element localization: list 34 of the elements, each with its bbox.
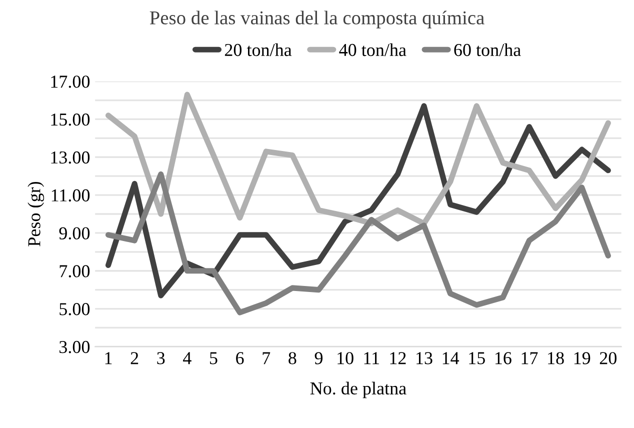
x-tick-label: 1 — [105, 352, 112, 364]
y-tick-label: 13.00 — [51, 151, 90, 164]
chart-title: Peso de las vainas del la composta química — [150, 10, 484, 28]
x-axis-title: No. de platna — [310, 382, 406, 398]
x-tick-label: 4 — [183, 352, 192, 364]
y-tick-label: 15.00 — [51, 113, 90, 126]
legend-label: 20 ton/ha — [224, 43, 292, 56]
x-tick-label: 18 — [548, 352, 564, 364]
y-axis-title: Peso (gr) — [28, 182, 44, 246]
y-tick-label: 7.00 — [60, 265, 90, 278]
x-tick-label: 9 — [314, 352, 323, 364]
x-tick-label: 12 — [390, 352, 406, 364]
x-tick-label: 2 — [130, 352, 138, 364]
x-tick-label: 11 — [364, 352, 379, 364]
x-tick-label: 15 — [469, 352, 485, 364]
x-tick-label: 3 — [157, 352, 165, 364]
y-tick-label: 3.00 — [60, 340, 90, 354]
x-tick-label: 19 — [574, 352, 590, 364]
y-tick-label: 11.00 — [52, 189, 90, 202]
x-tick-label: 13 — [416, 352, 432, 364]
x-tick-label: 16 — [495, 352, 512, 364]
x-tick-label: 8 — [288, 352, 296, 364]
y-tick-label: 17.00 — [51, 76, 90, 88]
x-tick-label: 5 — [210, 352, 218, 364]
x-tick-label: 6 — [236, 352, 244, 364]
x-tick-label: 17 — [522, 352, 538, 364]
legend-label: 40 ton/ha — [339, 43, 406, 56]
x-tick-label: 20 — [600, 352, 617, 364]
x-tick-label: 7 — [262, 352, 270, 364]
legend-label: 60 ton/ha — [454, 43, 521, 56]
y-tick-label: 9.00 — [59, 227, 90, 240]
x-tick-label: 10 — [338, 352, 354, 364]
x-tick-label: 14 — [442, 352, 460, 364]
y-tick-label: 5.00 — [60, 303, 90, 316]
